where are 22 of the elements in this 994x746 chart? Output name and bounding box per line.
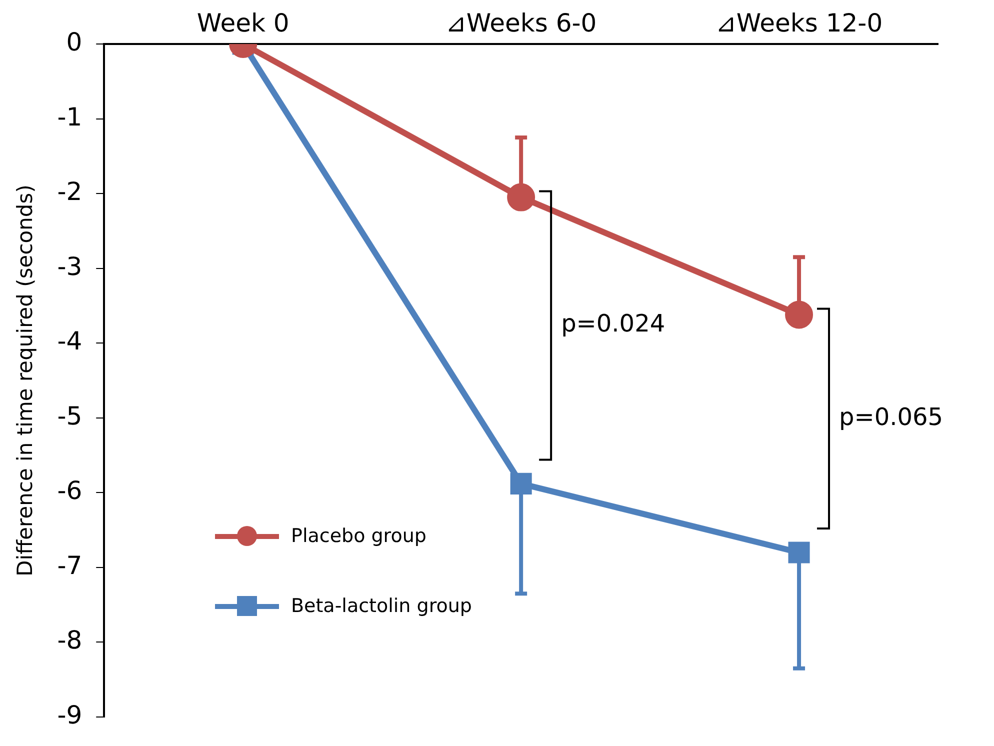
legend-label: Beta-lactolin group	[291, 595, 472, 617]
y-tick-label: -1	[57, 102, 82, 132]
x-tick-label: ⊿Weeks 12-0	[715, 8, 883, 38]
y-tick-label: -7	[57, 550, 82, 580]
y-tick-label: -4	[57, 326, 82, 356]
legend-label: Placebo group	[291, 525, 426, 547]
annotation: p=0.024	[561, 310, 666, 338]
y-tick-label: -6	[57, 476, 82, 506]
x-tick-label: ⊿Weeks 6-0	[445, 8, 597, 38]
y-tick-label: -3	[57, 252, 82, 281]
y-tick-label: -5	[57, 401, 82, 430]
y-tick-label: -2	[57, 177, 82, 206]
point	[510, 472, 532, 494]
x-tick-label: Week 0	[196, 8, 290, 38]
y-tick-label: -8	[57, 626, 82, 655]
point	[788, 542, 810, 564]
y-axis-title: Difference in time required (seconds)	[13, 184, 38, 576]
annotation: p=0.065	[839, 402, 944, 431]
y-tick-label: 0	[66, 28, 82, 56]
y-tick-label: -9	[57, 700, 82, 730]
point	[507, 183, 536, 212]
point	[785, 300, 814, 329]
